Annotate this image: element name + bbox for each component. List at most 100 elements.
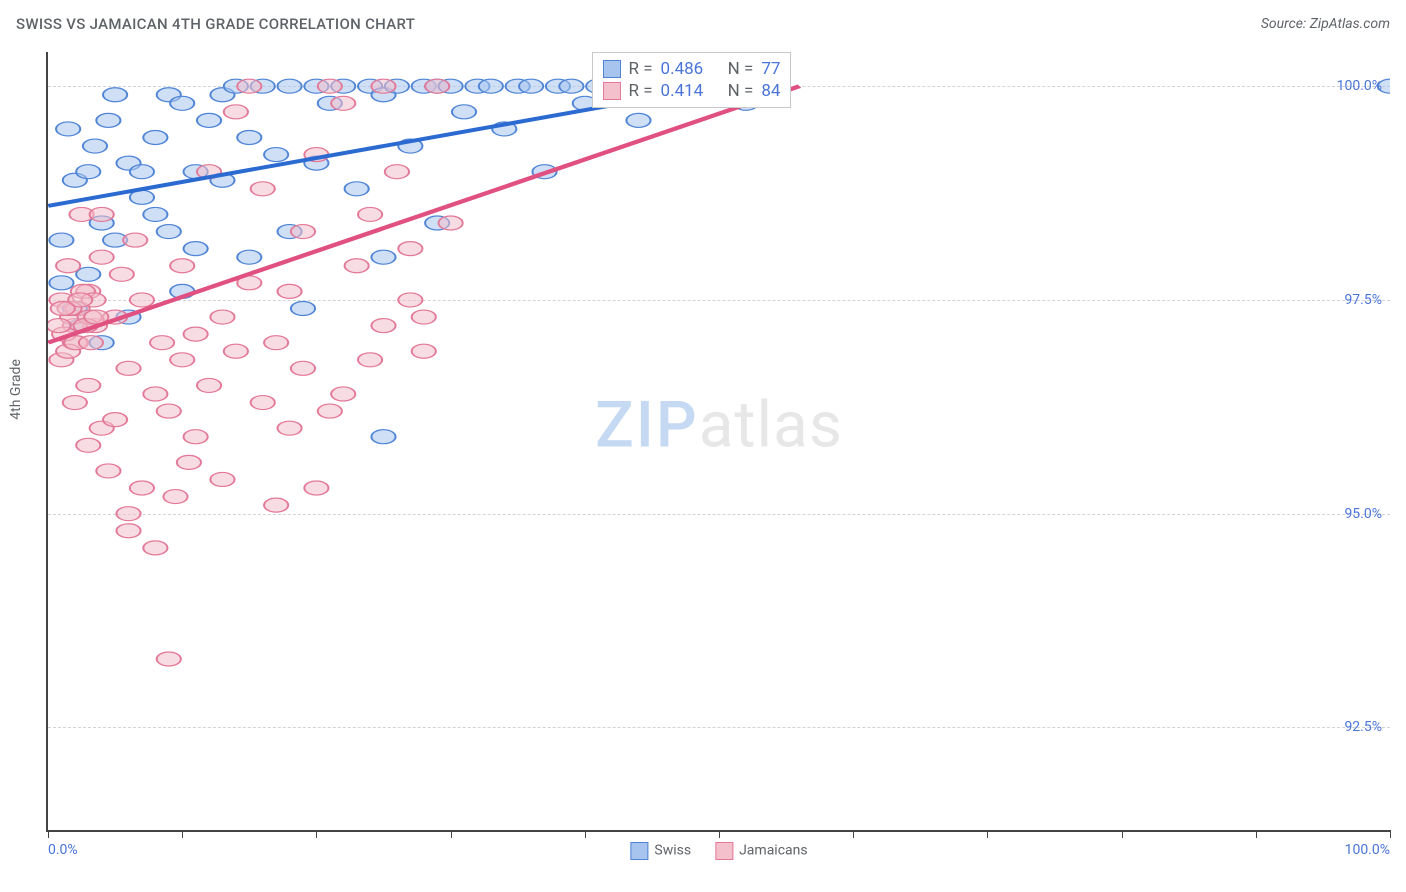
data-point — [49, 233, 73, 247]
data-point — [626, 113, 650, 127]
data-point — [210, 310, 234, 324]
data-point — [277, 79, 301, 93]
y-tick-label: 97.5% — [1344, 292, 1382, 308]
data-point — [197, 378, 221, 392]
data-point — [56, 122, 80, 136]
stats-box: R = 0.486 N = 77R = 0.414 N = 84 — [592, 52, 792, 108]
data-point — [559, 79, 583, 93]
stats-n-value: 84 — [761, 81, 780, 101]
x-tick — [451, 830, 452, 838]
data-point — [177, 455, 201, 469]
stats-r-value: 0.486 — [661, 59, 704, 79]
data-point — [331, 387, 355, 401]
data-point — [237, 79, 261, 93]
data-point — [130, 481, 154, 495]
data-point — [157, 404, 181, 418]
data-point — [184, 327, 208, 341]
data-point — [96, 113, 120, 127]
data-point — [412, 344, 436, 358]
plot-area: ZIPatlas R = 0.486 N = 77R = 0.414 N = 8… — [46, 52, 1390, 832]
x-tick — [853, 830, 854, 838]
x-axis-label-min: 0.0% — [48, 842, 78, 858]
stats-n-value: 77 — [761, 59, 780, 79]
data-point — [63, 396, 87, 410]
data-point — [143, 207, 167, 221]
data-point — [264, 148, 288, 162]
data-point — [103, 413, 127, 427]
chart-header: SWISS VS JAMAICAN 4TH GRADE CORRELATION … — [0, 0, 1406, 40]
data-point — [371, 430, 395, 444]
data-point — [130, 293, 154, 307]
legend-item: Jamaicans — [715, 842, 808, 860]
data-point — [398, 293, 422, 307]
data-point — [291, 301, 315, 315]
data-point — [264, 498, 288, 512]
data-point — [130, 165, 154, 179]
data-point — [345, 259, 369, 273]
stats-row: R = 0.486 N = 77 — [603, 59, 781, 79]
data-point — [197, 113, 221, 127]
stats-n-label: N = — [728, 59, 754, 79]
data-point — [519, 79, 543, 93]
data-point — [157, 652, 181, 666]
x-tick — [1390, 830, 1391, 838]
stats-r-label: R = — [629, 59, 653, 79]
stats-swatch — [603, 82, 621, 100]
legend-label: Jamaicans — [739, 843, 808, 859]
data-point — [264, 336, 288, 350]
data-point — [237, 130, 261, 144]
data-point — [51, 301, 75, 315]
data-point — [110, 267, 134, 281]
data-point — [251, 396, 275, 410]
data-point — [184, 242, 208, 256]
data-point — [318, 404, 342, 418]
stats-r-value: 0.414 — [661, 81, 704, 101]
data-point — [90, 207, 114, 221]
data-point — [224, 344, 248, 358]
data-point — [116, 361, 140, 375]
scatter-svg — [48, 52, 1390, 830]
data-point — [49, 276, 73, 290]
data-point — [371, 79, 395, 93]
stats-swatch — [603, 60, 621, 78]
data-point — [251, 182, 275, 196]
y-axis-title: 4th Grade — [8, 359, 24, 420]
x-tick — [182, 830, 183, 838]
data-point — [345, 182, 369, 196]
y-tick-label: 92.5% — [1344, 719, 1382, 735]
data-point — [237, 250, 261, 264]
data-point — [210, 472, 234, 486]
data-point — [385, 165, 409, 179]
x-tick — [987, 830, 988, 838]
data-point — [76, 438, 100, 452]
data-point — [56, 259, 80, 273]
legend-swatch — [630, 842, 648, 860]
data-point — [170, 259, 194, 273]
data-point — [277, 284, 301, 298]
data-point — [79, 336, 103, 350]
data-point — [76, 378, 100, 392]
data-point — [304, 481, 328, 495]
data-point — [358, 353, 382, 367]
data-point — [116, 524, 140, 538]
data-point — [83, 139, 107, 153]
x-tick — [48, 830, 49, 838]
data-point — [103, 88, 127, 102]
data-point — [452, 105, 476, 119]
x-tick — [585, 830, 586, 838]
stats-row: R = 0.414 N = 84 — [603, 81, 781, 101]
x-tick — [1256, 830, 1257, 838]
data-point — [170, 96, 194, 110]
data-point — [479, 79, 503, 93]
data-point — [425, 79, 449, 93]
data-point — [157, 225, 181, 239]
legend-item: Swiss — [630, 842, 691, 860]
chart-container: 4th Grade ZIPatlas R = 0.486 N = 77R = 0… — [46, 52, 1390, 832]
data-point — [291, 361, 315, 375]
data-point — [224, 105, 248, 119]
y-tick-label: 95.0% — [1344, 506, 1382, 522]
data-point — [143, 387, 167, 401]
data-point — [412, 310, 436, 324]
data-point — [116, 507, 140, 521]
chart-source: Source: ZipAtlas.com — [1261, 16, 1390, 32]
